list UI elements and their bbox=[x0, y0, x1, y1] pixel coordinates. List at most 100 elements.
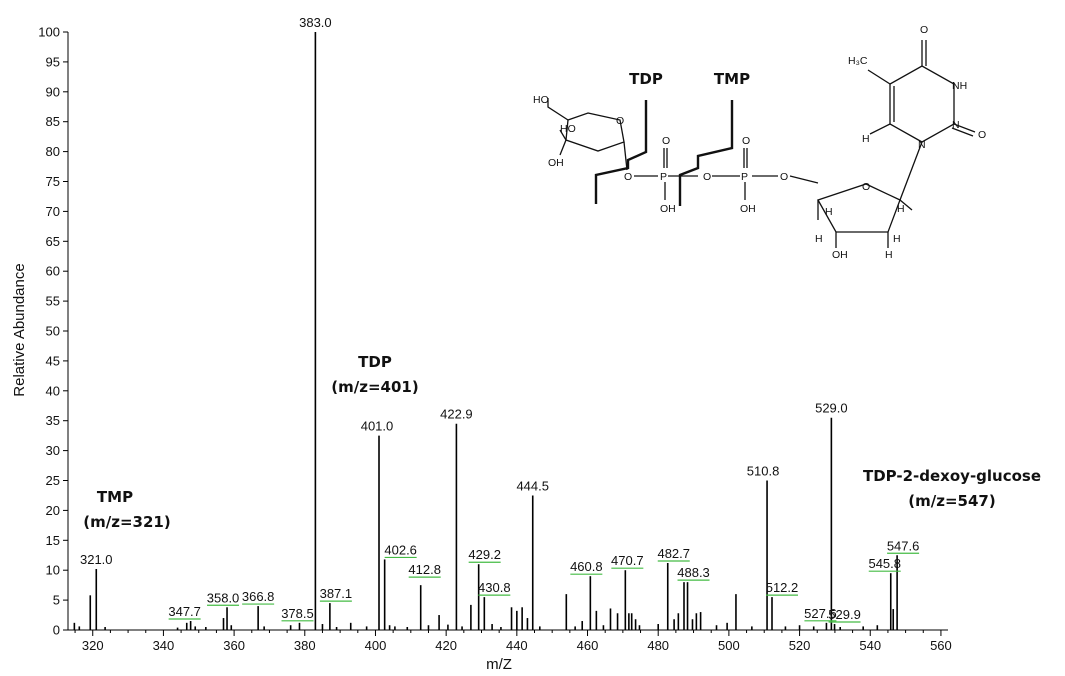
peak-label: 444.5 bbox=[516, 478, 549, 493]
peak-label: 529.9 bbox=[828, 607, 861, 622]
atom-o-p1-double: O bbox=[662, 135, 670, 147]
atom-o-link-2: O bbox=[703, 171, 711, 183]
x-tick-label: 320 bbox=[82, 638, 104, 653]
annotation-tdp-name: TDP bbox=[358, 353, 392, 371]
peak-label: 387.1 bbox=[320, 586, 353, 601]
atom-h-2: H bbox=[897, 203, 905, 215]
y-tick-label: 50 bbox=[46, 324, 60, 339]
structure-tmp-label: TMP bbox=[714, 70, 750, 88]
atom-oh-p1: OH bbox=[660, 203, 676, 215]
ho-bonds bbox=[559, 129, 567, 156]
peak-labels: 321.0 347.7 358.0 366.8 378.5 383.0 387.1 401.0… bbox=[80, 15, 920, 623]
y-tick-label: 95 bbox=[46, 54, 60, 69]
peak-bars bbox=[73, 32, 898, 630]
peak-label: 527.6 bbox=[804, 606, 837, 621]
y-tick-label: 60 bbox=[46, 264, 60, 279]
p-oh-bonds bbox=[664, 182, 746, 200]
x-tick-label: 460 bbox=[577, 638, 599, 653]
y-tick-label: 65 bbox=[46, 234, 60, 249]
atom-oh-ribose: OH bbox=[832, 249, 848, 261]
peak-label: 401.0 bbox=[361, 419, 394, 434]
y-tick-label: 55 bbox=[46, 294, 60, 309]
p1-double-bond bbox=[663, 148, 668, 168]
peak-label: 422.9 bbox=[440, 407, 473, 422]
annotation-tdp-2-dexoy-glucose-mz: (m/z=547) bbox=[908, 492, 995, 510]
c6-h-bond bbox=[869, 123, 891, 135]
ribose-h-bonds bbox=[817, 199, 913, 248]
y-tick-label: 40 bbox=[46, 383, 60, 398]
phosphate-chain bbox=[634, 175, 819, 184]
peak-label: 412.8 bbox=[408, 562, 441, 577]
y-tick-label: 35 bbox=[46, 413, 60, 428]
atom-ho-1: HO bbox=[533, 94, 549, 106]
atom-p-1: P bbox=[660, 171, 667, 183]
atom-h-3: H bbox=[815, 233, 823, 245]
annotation-tmp: TMP (m/z=321) bbox=[83, 488, 170, 531]
y-tick-label: 75 bbox=[46, 174, 60, 189]
y-tick-label: 80 bbox=[46, 144, 60, 159]
tdp-cut-line bbox=[594, 100, 648, 204]
tmp-cut-line bbox=[678, 100, 734, 206]
peak-label: 547.6 bbox=[887, 538, 920, 553]
x-tick-label: 480 bbox=[647, 638, 669, 653]
atom-o-ribose: O bbox=[862, 181, 870, 193]
peak-label: 347.7 bbox=[168, 604, 201, 619]
x-tick-label: 360 bbox=[223, 638, 245, 653]
atom-h-4: H bbox=[893, 233, 901, 245]
peak-label: 321.0 bbox=[80, 552, 113, 567]
deoxyribose-ring bbox=[817, 183, 901, 233]
x-tick-label: 540 bbox=[859, 638, 881, 653]
peak-label: 510.8 bbox=[747, 464, 780, 479]
peak-label: 488.3 bbox=[677, 565, 710, 580]
atom-h-5: H bbox=[885, 249, 893, 261]
methyl-bond bbox=[867, 69, 891, 85]
x-tick-label: 520 bbox=[789, 638, 811, 653]
peak-label: 512.2 bbox=[766, 580, 799, 595]
peak-label: 430.8 bbox=[478, 580, 511, 595]
y-tick-label: 25 bbox=[46, 473, 60, 488]
y-tick-label: 100 bbox=[38, 25, 60, 40]
peak-label: 470.7 bbox=[611, 553, 644, 568]
annotation-tdp-2-dexoy-glucose-name: TDP-2-dexoy-glucose bbox=[863, 467, 1041, 485]
structure-tdp-label: TDP bbox=[629, 70, 663, 88]
x-tick-label: 500 bbox=[718, 638, 740, 653]
peak-label: 402.6 bbox=[384, 542, 417, 557]
peak-label: 429.2 bbox=[468, 547, 501, 562]
peak-label: 529.0 bbox=[815, 401, 848, 416]
peak-label: 482.7 bbox=[657, 546, 690, 561]
y-tick-label: 15 bbox=[46, 533, 60, 548]
x-tick-label: 380 bbox=[294, 638, 316, 653]
peak-label: 545.8 bbox=[868, 556, 901, 571]
atom-n-3: N bbox=[952, 119, 960, 131]
atom-n-1: N bbox=[918, 139, 926, 151]
x-tick-label: 340 bbox=[153, 638, 175, 653]
tdp-2-deoxy-glucose-structure bbox=[547, 40, 976, 248]
peak-label: 358.0 bbox=[207, 590, 240, 605]
annotation-tdp-2-dexoy-glucose: TDP-2-dexoy-glucose (m/z=547) bbox=[863, 467, 1041, 510]
peak-label: 383.0 bbox=[299, 15, 332, 30]
y-tick-label: 20 bbox=[46, 503, 60, 518]
y-tick-label: 5 bbox=[53, 593, 60, 608]
c4-carbonyl bbox=[921, 40, 927, 66]
x-tick-label: 420 bbox=[435, 638, 457, 653]
annotation-tdp-mz: (m/z=401) bbox=[331, 378, 418, 396]
atom-o-p2-double: O bbox=[742, 135, 750, 147]
n-glycosidic-bond bbox=[899, 141, 923, 201]
c2-carbonyl bbox=[951, 123, 976, 137]
atom-o-c2: O bbox=[978, 129, 986, 141]
atom-oh-1: OH bbox=[548, 157, 564, 169]
glycosidic-bond bbox=[623, 141, 628, 171]
p2-double-bond bbox=[743, 148, 748, 168]
x-axis-title: m/Z bbox=[486, 656, 512, 673]
y-axis-title: Relative Abundance bbox=[11, 263, 28, 396]
atom-o-link-3: O bbox=[780, 171, 788, 183]
peak-label: 378.5 bbox=[281, 606, 314, 621]
atom-h-c6: H bbox=[862, 133, 870, 145]
y-tick-label: 85 bbox=[46, 114, 60, 129]
structure-atom-labels: TDP TMP HO HO OH O O P O P O O O OH OH O… bbox=[533, 24, 986, 261]
atom-o-ring: O bbox=[616, 115, 624, 127]
axes: 0 5 10 15 20 25 30 35 40 45 50 55 60 65 70 75 80 85 90 95 10… bbox=[38, 25, 951, 654]
atom-o-link-1: O bbox=[624, 171, 632, 183]
peak-label: 460.8 bbox=[570, 559, 603, 574]
